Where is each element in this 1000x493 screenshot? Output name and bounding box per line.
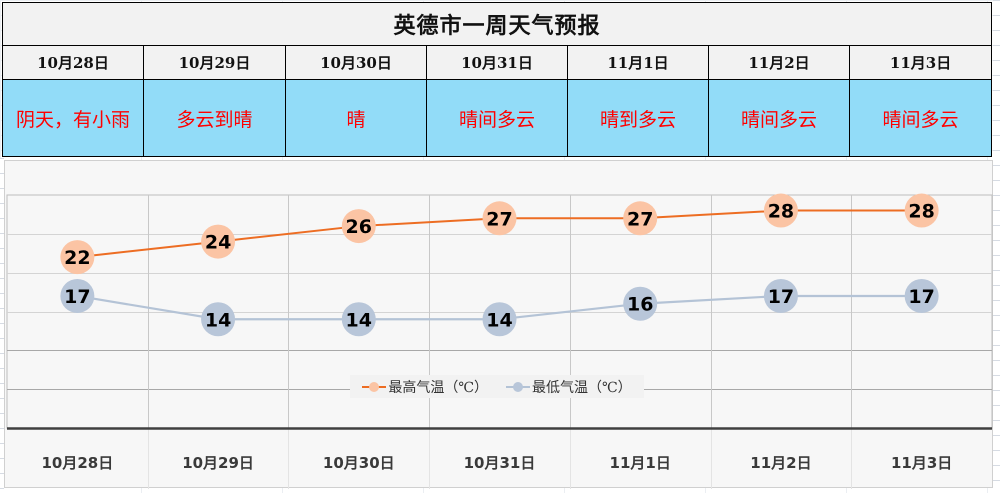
svg-text:28: 28 — [768, 201, 794, 223]
low-temp-point[interactable]: 14 — [201, 302, 236, 337]
svg-text:17: 17 — [64, 286, 90, 308]
x-axis-label: 10月28日 — [41, 454, 113, 472]
weather-row: 阴天，有小雨 多云到晴 晴 晴间多云 晴到多云 晴间多云 晴间多云 — [2, 79, 993, 157]
high-temp-point[interactable]: 22 — [60, 240, 95, 275]
high-temp-point[interactable]: 28 — [904, 193, 939, 228]
low-temp-point[interactable]: 14 — [341, 302, 376, 337]
high-temp-point[interactable]: 26 — [341, 209, 376, 244]
low-temp-point[interactable]: 14 — [482, 302, 517, 337]
svg-text:27: 27 — [486, 208, 512, 230]
svg-text:17: 17 — [908, 286, 934, 308]
x-axis-label: 11月1日 — [610, 454, 671, 472]
legend-low-marker-icon — [506, 381, 530, 392]
x-axis-label: 10月31日 — [464, 454, 536, 472]
svg-text:28: 28 — [908, 201, 934, 223]
date-cell[interactable]: 10月31日 — [426, 45, 568, 80]
date-cell[interactable]: 10月29日 — [143, 45, 286, 80]
svg-text:17: 17 — [768, 286, 794, 308]
svg-text:22: 22 — [64, 247, 90, 269]
date-cell[interactable]: 10月30日 — [285, 45, 427, 80]
svg-text:26: 26 — [346, 216, 372, 238]
date-cell[interactable]: 10月28日 — [2, 45, 144, 80]
spreadsheet-grid-left — [0, 158, 4, 493]
x-axis-label: 10月30日 — [323, 454, 395, 472]
weather-cell[interactable]: 晴间多云 — [426, 79, 568, 157]
high-temp-point[interactable]: 27 — [623, 201, 658, 236]
temperature-chart[interactable]: 10月28日 10月29日 10月30日 10月31日 11月1日 11月2日 11月3日 2… — [4, 160, 993, 489]
chart-legend[interactable]: 最高气温（℃） 最低气温（℃） — [350, 375, 644, 398]
forecast-table: 英德市一周天气预报 10月28日 10月29日 10月30日 10月31日 11… — [1, 2, 993, 157]
high-temp-point[interactable]: 28 — [763, 193, 798, 228]
high-temp-point[interactable]: 27 — [482, 201, 517, 236]
legend-high-marker-icon — [362, 381, 387, 392]
legend-item-low[interactable]: 最低气温（℃） — [506, 377, 632, 397]
svg-text:14: 14 — [346, 309, 372, 331]
date-row: 10月28日 10月29日 10月30日 10月31日 11月1日 11月2日 … — [2, 45, 993, 80]
svg-text:16: 16 — [627, 294, 653, 316]
chart-plot: 10月28日 10月29日 10月30日 10月31日 11月1日 11月2日 11月3日 2… — [6, 193, 993, 489]
x-axis-label: 11月2日 — [750, 454, 811, 472]
spreadsheet-grid-right — [993, 0, 1000, 493]
svg-text:27: 27 — [627, 208, 653, 230]
weather-cell[interactable]: 晴到多云 — [567, 79, 709, 157]
legend-high-label: 最高气温（℃） — [388, 379, 488, 396]
legend-item-high[interactable]: 最高气温（℃） — [362, 377, 488, 397]
weather-cell[interactable]: 晴 — [285, 79, 427, 157]
svg-text:24: 24 — [205, 232, 231, 254]
low-temp-point[interactable]: 16 — [623, 286, 658, 321]
svg-text:14: 14 — [486, 309, 512, 331]
date-cell[interactable]: 11月1日 — [567, 45, 709, 80]
weather-cell[interactable]: 晴间多云 — [848, 79, 993, 157]
high-temp-point[interactable]: 24 — [201, 224, 236, 259]
x-axis-label: 11月3日 — [891, 454, 952, 472]
date-cell[interactable]: 11月2日 — [708, 45, 850, 80]
legend-low-label: 最低气温（℃） — [532, 379, 632, 396]
low-temp-point[interactable]: 17 — [60, 278, 95, 313]
x-axis-label: 10月29日 — [182, 454, 254, 472]
weather-cell[interactable]: 多云到晴 — [143, 79, 286, 157]
weather-cell[interactable]: 阴天，有小雨 — [2, 79, 144, 157]
svg-text:14: 14 — [205, 309, 231, 331]
low-temp-point[interactable]: 17 — [763, 278, 798, 313]
date-cell[interactable]: 11月3日 — [848, 45, 993, 80]
forecast-title[interactable]: 英德市一周天气预报 — [1, 2, 993, 46]
low-temp-point[interactable]: 17 — [904, 278, 939, 313]
weather-cell[interactable]: 晴间多云 — [708, 79, 850, 157]
